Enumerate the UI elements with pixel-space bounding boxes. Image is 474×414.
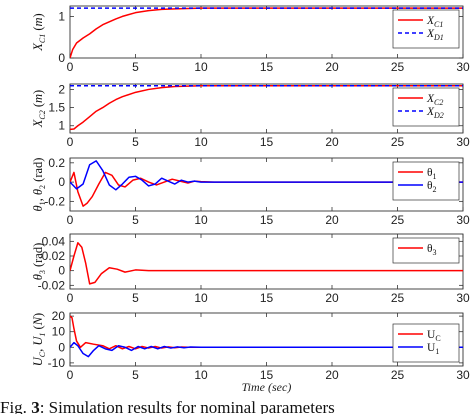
legend-box xyxy=(392,161,460,201)
x-tick-label: 25 xyxy=(391,368,405,382)
y-tick-label: -10 xyxy=(48,356,66,370)
x-tick-label: 25 xyxy=(391,60,405,74)
caption-text: : Simulation results for nominal paramet… xyxy=(39,398,335,414)
legend-label: UC xyxy=(427,329,441,343)
y-tick-label: 1 xyxy=(58,9,65,23)
x-tick-label: 25 xyxy=(391,291,405,305)
y-tick-label: 1.5 xyxy=(48,101,65,115)
y-tick-label: 0 xyxy=(58,264,65,278)
y-axis-label: UC, U1 (N) xyxy=(31,313,47,366)
x-tick-label: 10 xyxy=(194,291,208,305)
y-tick-label: 2 xyxy=(58,82,65,96)
legend-label: XD2 xyxy=(426,106,444,120)
legend: θ3 xyxy=(392,237,460,264)
x-tick-label: 25 xyxy=(391,213,405,227)
x-tick-label: 5 xyxy=(132,368,139,382)
y-tick-label: 0.02 xyxy=(42,249,66,263)
y-tick-label: 20 xyxy=(52,309,66,323)
legend-label: XC2 xyxy=(426,93,443,107)
legend-box xyxy=(392,323,460,363)
x-tick-label: 20 xyxy=(325,368,339,382)
legend-label: U1 xyxy=(427,342,439,356)
x-tick-label: 10 xyxy=(194,60,208,74)
y-tick-label: 0.04 xyxy=(42,234,66,248)
y-tick-label: 10 xyxy=(52,325,66,339)
x-tick-label: 0 xyxy=(67,213,74,227)
legend-label: XC1 xyxy=(426,15,443,29)
x-tick-label: 10 xyxy=(194,368,208,382)
series-line-θ2 xyxy=(70,160,463,191)
caption-number: 3 xyxy=(31,398,40,414)
x-tick-label: 0 xyxy=(67,60,74,74)
x-tick-label: 5 xyxy=(132,135,139,149)
x-tick-label: 15 xyxy=(260,291,274,305)
legend-box xyxy=(392,87,460,127)
y-axis-label: XC1 (m) xyxy=(31,13,47,51)
x-tick-label: 20 xyxy=(325,213,339,227)
x-tick-label: 30 xyxy=(456,291,470,305)
caption-prefix: Fig. xyxy=(0,398,32,414)
legend-label: XD1 xyxy=(426,28,444,42)
x-tick-label: 10 xyxy=(194,213,208,227)
x-tick-label: 0 xyxy=(67,291,74,305)
x-tick-label: 0 xyxy=(67,135,74,149)
y-tick-label: 0 xyxy=(58,175,65,189)
y-tick-label: 0 xyxy=(58,51,65,65)
x-tick-label: 15 xyxy=(260,213,274,227)
x-tick-label: 20 xyxy=(325,291,339,305)
x-tick-label: 15 xyxy=(260,135,274,149)
figure-caption: Fig. 3: Simulation results for nominal p… xyxy=(0,397,474,414)
series-line-u-1 xyxy=(70,341,463,358)
y-tick-label: 0.2 xyxy=(48,156,65,170)
x-tick-label: 20 xyxy=(325,60,339,74)
x-tick-label: 30 xyxy=(456,60,470,74)
y-tick-label: 0 xyxy=(58,340,65,354)
y-tick-label: -0.2 xyxy=(44,194,65,208)
x-axis-label: Time (sec) xyxy=(242,380,292,394)
x-tick-label: 0 xyxy=(67,368,74,382)
y-axis-label: θ3 (rad) xyxy=(31,243,47,281)
legend-label: θ2 xyxy=(427,180,437,194)
x-tick-label: 30 xyxy=(456,368,470,382)
x-tick-label: 30 xyxy=(456,213,470,227)
series-line-θ3 xyxy=(70,242,463,285)
legend-label: θ3 xyxy=(427,243,437,257)
legend-box xyxy=(392,237,460,264)
y-tick-label: 1 xyxy=(58,119,65,133)
legend-box xyxy=(392,9,460,49)
x-tick-label: 15 xyxy=(260,60,274,74)
x-tick-label: 25 xyxy=(391,135,405,149)
y-axis-label: XC2 (m) xyxy=(31,90,47,128)
y-axis-label: θ1, θ2 (rad) xyxy=(31,158,47,212)
x-tick-label: 15 xyxy=(260,368,274,382)
x-tick-label: 5 xyxy=(132,291,139,305)
x-tick-label: 10 xyxy=(194,135,208,149)
x-tick-label: 5 xyxy=(132,213,139,227)
x-tick-label: 20 xyxy=(325,135,339,149)
y-tick-label: -0.02 xyxy=(38,278,66,292)
x-tick-label: 5 xyxy=(132,60,139,74)
x-tick-label: 30 xyxy=(456,135,470,149)
legend-label: θ1 xyxy=(427,167,437,181)
